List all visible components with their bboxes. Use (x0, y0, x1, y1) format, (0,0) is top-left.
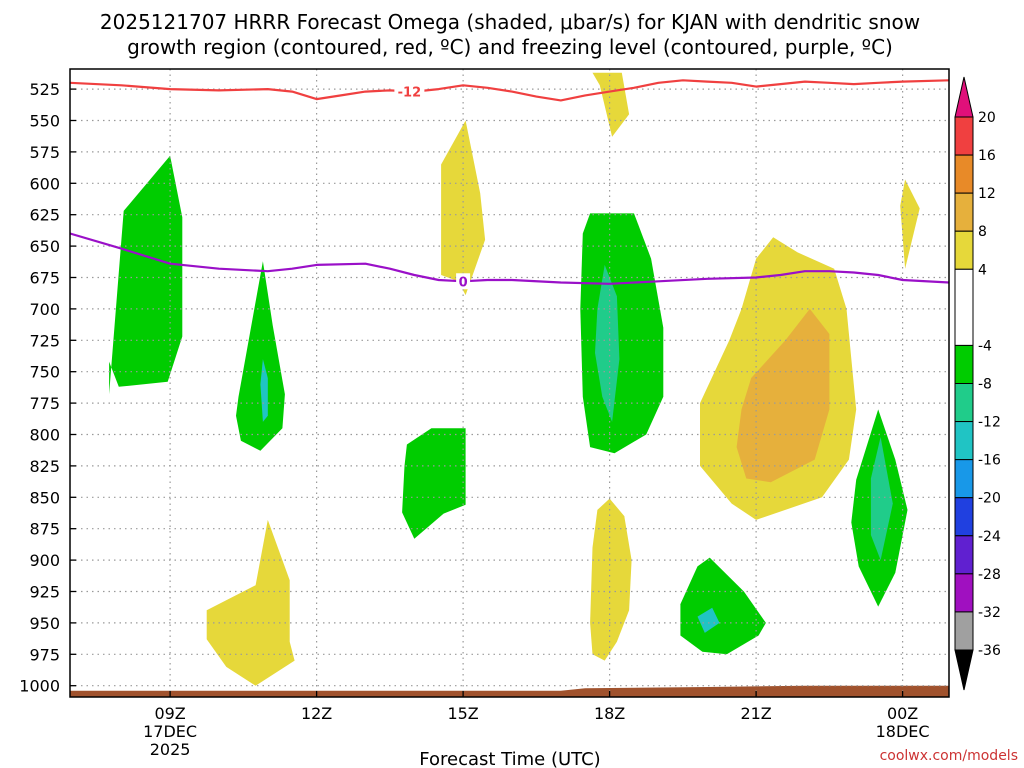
contour-label-bg (456, 273, 471, 290)
y-tick-label: 525 (29, 80, 60, 99)
colorbar-bin (954, 611, 974, 651)
y-tick-label: 725 (29, 331, 60, 350)
colorbar-bin (954, 192, 974, 232)
plot-area: -12 0 (69, 69, 950, 697)
omega-region (592, 72, 630, 137)
contour-line (69, 79, 950, 102)
omega-region (260, 359, 268, 422)
y-tick-label: 775 (29, 394, 60, 413)
contour-label-bg (394, 83, 425, 100)
colorbar-label: -28 (978, 567, 1001, 583)
x-tick-label: 09Z (154, 704, 185, 723)
colorbar-label: -32 (978, 605, 1001, 621)
colorbar-label: 8 (978, 224, 987, 240)
y-tick-label: 900 (29, 551, 60, 570)
x-tick-label: 18DEC (876, 722, 930, 741)
y-tick-label: 800 (29, 425, 60, 444)
colorbar-bin (954, 383, 974, 423)
omega-region (680, 557, 766, 655)
colorbar-bin (954, 344, 974, 384)
colorbar-bin (954, 268, 974, 346)
colorbar-label: 16 (978, 148, 996, 164)
omega-region (402, 428, 466, 539)
y-tick-label: 625 (29, 206, 60, 225)
colorbar-bin (954, 497, 974, 537)
y-tick-label: 825 (29, 457, 60, 476)
colorbar-label: 4 (978, 262, 987, 278)
grid-group (70, 69, 949, 697)
colorbar-label: 20 (978, 110, 996, 126)
x-tick-label: 15Z (447, 704, 478, 723)
colorbar-bin (954, 459, 974, 499)
x-tick-label: 18Z (594, 704, 625, 723)
omega-shading-group (109, 72, 920, 686)
omega-region (595, 264, 620, 422)
colorbar-label: -8 (978, 377, 992, 393)
y-tick-label: 575 (29, 143, 60, 162)
x-tick-label: 21Z (740, 704, 771, 723)
contour-line (69, 232, 950, 285)
y-tick-label: 850 (29, 488, 60, 507)
contours-group: -12 0 (69, 79, 950, 290)
y-tick-label: 675 (29, 268, 60, 287)
omega-region (736, 308, 830, 483)
plot-frame (69, 68, 950, 698)
colorbar-bottom-arrow (954, 649, 974, 691)
colorbar-label: 12 (978, 186, 996, 202)
x-axis-label: Forecast Time (UTC) (419, 749, 600, 768)
chart-title-line-2: growth region (contoured, red, ºC) and f… (127, 35, 893, 59)
x-tick-label: 12Z (301, 704, 332, 723)
omega-region (590, 498, 632, 661)
ground-group (70, 685, 949, 697)
colorbar-label: -4 (978, 338, 992, 354)
colorbar-bin (954, 154, 974, 194)
y-tick-label: 875 (29, 520, 60, 539)
x-tick-label: 2025 (150, 740, 191, 759)
y-tick-label: 1000 (19, 677, 60, 696)
x-tick-label: 17DEC (143, 722, 197, 741)
ground-fill (70, 685, 949, 697)
colorbar-label: -20 (978, 491, 1001, 507)
omega-region (236, 261, 285, 451)
y-tick-label: 950 (29, 614, 60, 633)
y-tick-label: 600 (29, 174, 60, 193)
omega-region (870, 437, 893, 561)
colorbar-bin (954, 230, 974, 270)
colorbar-label: -12 (978, 415, 1001, 431)
y-tick-label: 700 (29, 300, 60, 319)
y-tick-label: 650 (29, 237, 60, 256)
y-tick-label: 925 (29, 582, 60, 601)
omega-region (580, 213, 664, 454)
omega-region (206, 519, 295, 686)
colorbar-bin (954, 535, 974, 575)
colorbar-bin (954, 573, 974, 613)
colorbar-top-arrow (954, 76, 974, 118)
colorbar-bin (954, 116, 974, 156)
colorbar-label: -24 (978, 529, 1001, 545)
pressure-axis: 525 550 575 600 625 650 675 700 725 750 775 800 825 8… (19, 80, 76, 696)
colorbar-label: -16 (978, 453, 1001, 469)
chart-title-line-1: 2025121707 HRRR Forecast Omega (shaded, … (100, 10, 920, 34)
credit-text: coolwx.com/models (880, 748, 1018, 764)
omega-region (697, 607, 720, 633)
y-tick-label: 975 (29, 645, 60, 664)
contour-label: 0 (459, 275, 468, 290)
omega-region (109, 155, 183, 395)
colorbar-label: -36 (978, 643, 1001, 659)
contour-label: -12 (398, 85, 422, 100)
colorbar-bin (954, 421, 974, 461)
x-tick-label: 00Z (887, 704, 918, 723)
y-tick-label: 550 (29, 111, 60, 130)
colorbar: 20 16 12 8 4 -4 -8 -12 -16 -20 -24 -28 -32 -36 (954, 76, 1001, 691)
omega-region (900, 179, 920, 269)
y-tick-label: 750 (29, 363, 60, 382)
